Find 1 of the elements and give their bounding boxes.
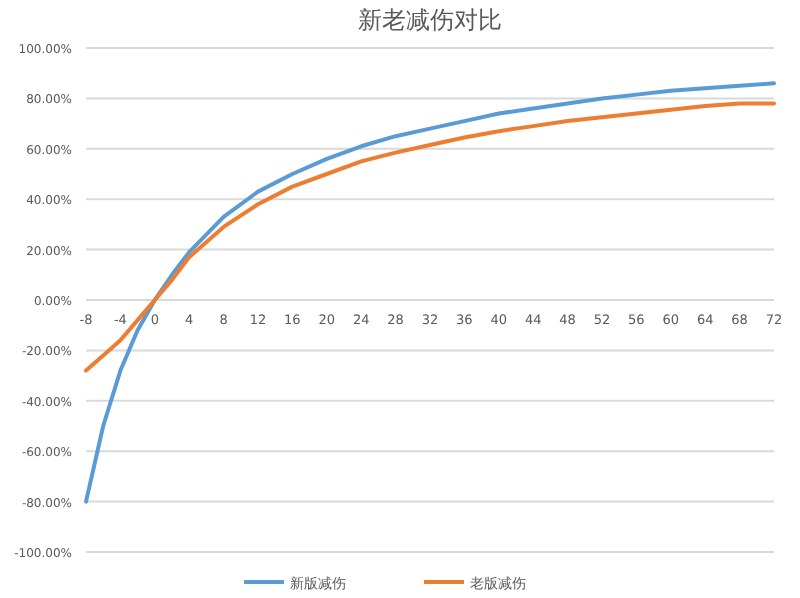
title: 新老减伤对比	[358, 6, 502, 34]
